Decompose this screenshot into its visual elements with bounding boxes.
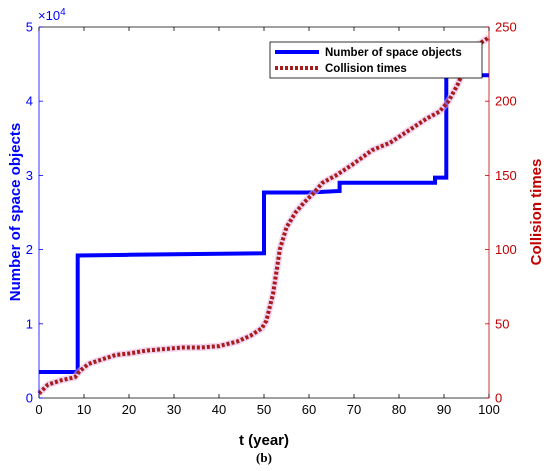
legend-box <box>269 41 483 79</box>
right-y-tick-label: 0 <box>495 391 502 406</box>
legend-label-collision-times: Collision times <box>325 63 407 75</box>
left-y-tick-label: 2 <box>26 242 33 257</box>
right-y-tick-label: 50 <box>495 316 509 331</box>
ticks-layer: 0 10 20 30 40 50 60 70 80 90 100012345050100150200… <box>26 20 517 418</box>
legend-label-space-objects: Number of space objects <box>325 47 462 59</box>
plot-layer <box>36 34 491 396</box>
caption: (b) <box>256 450 272 465</box>
left-y-tick-label: 0 <box>26 391 33 406</box>
right-y-tick-label: 150 <box>495 168 517 183</box>
x-axis-title: t (year) <box>239 432 289 449</box>
x-tick-label: 0 <box>35 402 42 417</box>
exponent-base: ×10 <box>38 8 60 23</box>
x-tick-label: 70 <box>347 402 361 417</box>
x-tick-label: 90 <box>437 402 451 417</box>
left-y-tick-label: 5 <box>26 20 33 35</box>
left-y-tick-label: 4 <box>26 94 33 109</box>
x-tick-label: 100 <box>478 402 500 417</box>
x-tick-label: 20 <box>122 402 136 417</box>
left-axis-title: Number of space objects <box>7 123 24 301</box>
series-line-number-of-space-objects <box>39 73 489 374</box>
x-tick-label: 30 <box>167 402 181 417</box>
series-line-collision-times <box>37 35 491 395</box>
x-tick-label: 40 <box>212 402 226 417</box>
left-y-tick-label: 3 <box>26 168 33 183</box>
right-y-tick-label: 200 <box>495 94 517 109</box>
right-axis-title: Collision times <box>528 159 545 266</box>
x-tick-label: 50 <box>257 402 271 417</box>
left-y-tick-label: 1 <box>26 316 33 331</box>
exponent-power: 4 <box>60 7 66 18</box>
right-y-tick-label: 250 <box>495 20 517 35</box>
x-tick-label: 80 <box>392 402 406 417</box>
left-axis-exponent: ×104 <box>38 7 66 23</box>
x-tick-label: 10 <box>77 402 91 417</box>
legend: Number of space objects Collision times <box>269 41 483 79</box>
right-y-tick-label: 100 <box>495 242 517 257</box>
x-tick-label: 60 <box>302 402 316 417</box>
